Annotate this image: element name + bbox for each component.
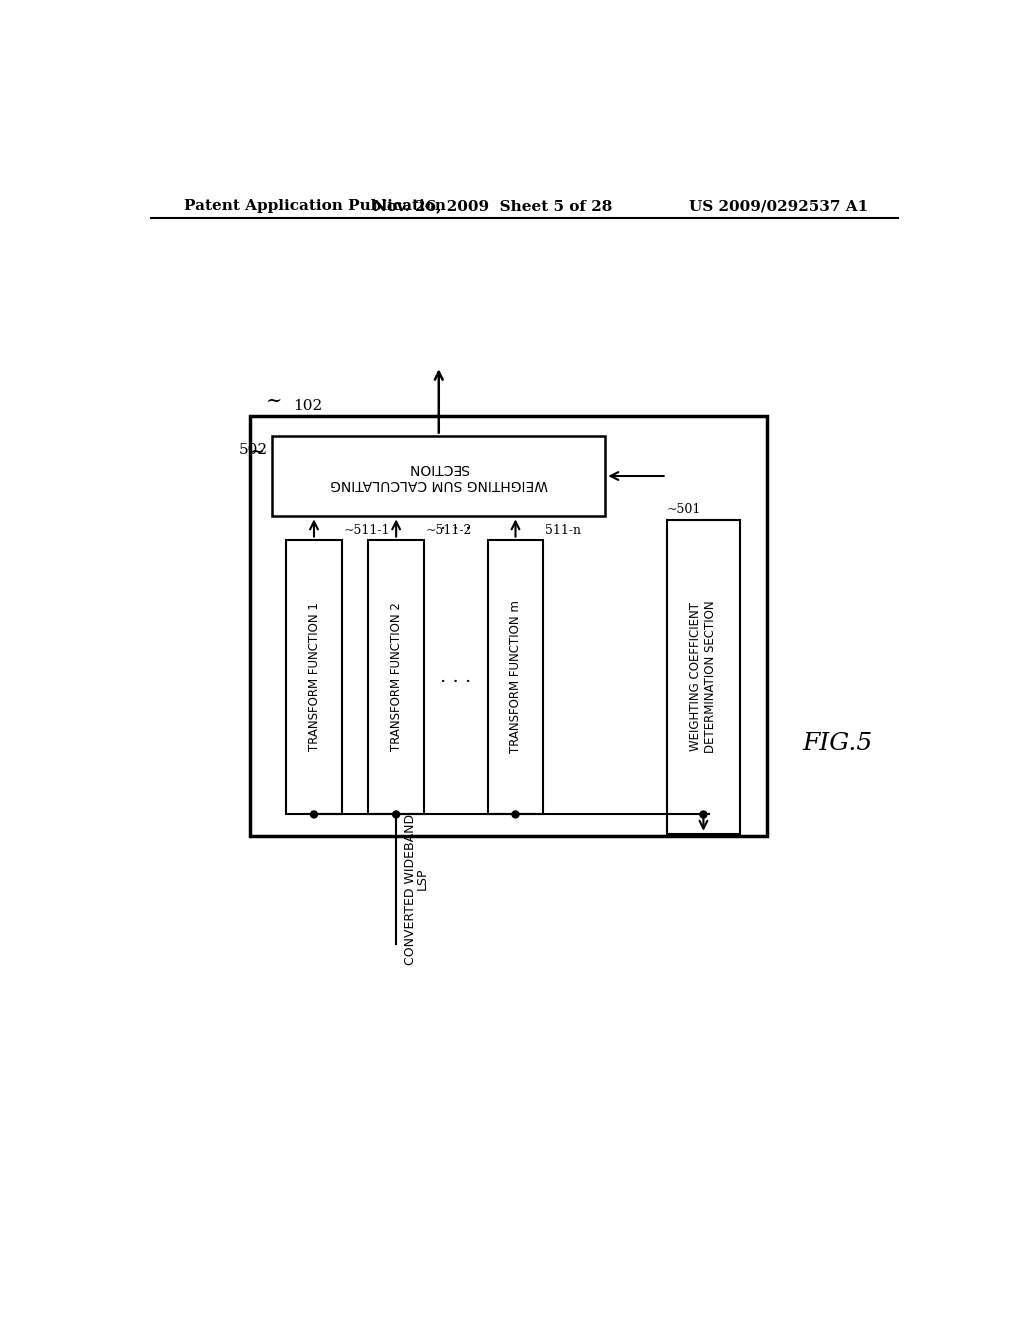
Text: WEIGHTING COEFFICIENT
DETERMINATION SECTION: WEIGHTING COEFFICIENT DETERMINATION SECT… [689, 601, 718, 754]
Text: TRANSFORM FUNCTION m: TRANSFORM FUNCTION m [509, 601, 522, 754]
Text: . . .: . . . [440, 515, 471, 533]
Text: Nov. 26, 2009  Sheet 5 of 28: Nov. 26, 2009 Sheet 5 of 28 [373, 199, 612, 213]
Bar [272, 436, 605, 516]
Text: ~: ~ [249, 444, 264, 461]
Text: TRANSFORM FUNCTION 1: TRANSFORM FUNCTION 1 [307, 602, 321, 751]
Text: FIG.5: FIG.5 [802, 733, 872, 755]
Circle shape [310, 810, 317, 818]
Text: WEIGHTING SUM CALCULATING
SECTION: WEIGHTING SUM CALCULATING SECTION [330, 461, 548, 491]
Text: 102: 102 [293, 399, 323, 412]
Circle shape [392, 810, 399, 818]
Text: US 2009/0292537 A1: US 2009/0292537 A1 [689, 199, 868, 213]
Bar [369, 540, 424, 814]
Text: 511-n: 511-n [545, 524, 581, 537]
Bar [251, 416, 767, 836]
Text: . . .: . . . [440, 668, 471, 686]
Text: ~511-1: ~511-1 [343, 524, 390, 537]
Circle shape [700, 810, 707, 818]
Text: 502: 502 [240, 444, 268, 457]
Bar [286, 540, 342, 814]
Text: Patent Application Publication: Patent Application Publication [183, 199, 445, 213]
Text: ~511-2: ~511-2 [426, 524, 472, 537]
Text: TRANSFORM FUNCTION 2: TRANSFORM FUNCTION 2 [390, 602, 402, 751]
Text: ~: ~ [265, 392, 282, 411]
Circle shape [512, 810, 519, 818]
Text: LSP: LSP [416, 867, 428, 890]
Bar [487, 540, 544, 814]
Text: CONVERTED WIDEBAND: CONVERTED WIDEBAND [403, 814, 417, 965]
Text: ~501: ~501 [667, 503, 701, 516]
Bar [667, 520, 740, 834]
